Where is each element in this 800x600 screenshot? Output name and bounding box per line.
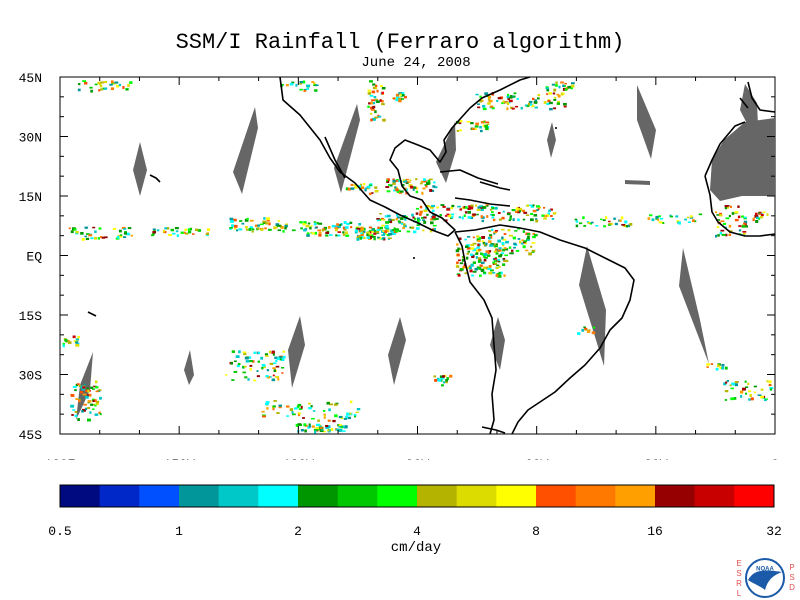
map-frame <box>59 76 776 435</box>
coastline-9 <box>747 81 776 113</box>
coastline-15 <box>87 311 97 317</box>
lat-label-5: 30S <box>19 369 43 384</box>
colorbar-cell-16 <box>694 485 735 507</box>
colorbar-cell-3 <box>179 485 220 507</box>
no-data-swath-7 <box>184 350 194 385</box>
rainfall-map: 45N 30N 15N EQ 15S 30S 45S 180E 150W 120W 90W 60W 3… <box>19 71 779 460</box>
lon-label-0: 180E <box>44 457 75 460</box>
coastline-5 <box>479 181 511 191</box>
coastline-4 <box>439 169 499 185</box>
colorbar-cell-0 <box>60 485 101 507</box>
colorbar-labels: 0.5 1 2 4 8 16 32 <box>48 524 782 539</box>
lat-label-4: 15S <box>19 309 43 324</box>
colorbar-cell-4 <box>218 485 259 507</box>
no-data-swath-8 <box>288 316 305 388</box>
colorbar-label-0: 0.5 <box>48 524 71 539</box>
svg-text:D: D <box>789 583 795 592</box>
colorbar-cell-17 <box>734 485 775 507</box>
no-data-swath-0 <box>133 142 147 196</box>
colorbar-cell-10 <box>456 485 497 507</box>
colorbar-cell-11 <box>496 485 537 507</box>
colorbar-frame <box>59 484 775 508</box>
colorbar-cells <box>60 485 775 507</box>
coastline-7 <box>704 175 776 237</box>
colorbar-cell-2 <box>139 485 180 507</box>
lat-label-3: EQ <box>26 250 42 265</box>
colorbar-label-3: 4 <box>413 524 421 539</box>
coastline-0 <box>279 76 531 237</box>
lon-label-6: 0 <box>771 457 779 460</box>
svg-text:E: E <box>736 559 741 568</box>
coastlines <box>87 76 776 435</box>
lon-label-3: 90W <box>406 457 430 460</box>
svg-text:L: L <box>737 589 742 598</box>
lon-label-4: 60W <box>525 457 549 460</box>
colorbar-cell-6 <box>298 485 339 507</box>
lat-label-1: 30N <box>19 131 42 146</box>
colorbar-cell-13 <box>575 485 616 507</box>
no-data-swaths <box>76 84 775 420</box>
colorbar-label-4: 8 <box>532 524 540 539</box>
psd-letters: PSD <box>789 563 795 592</box>
no-data-swath-9 <box>388 317 406 385</box>
colorbar-cell-12 <box>536 485 577 507</box>
coastline-6 <box>454 197 511 207</box>
lon-label-1: 150W <box>164 457 195 460</box>
coastline-3 <box>454 224 635 435</box>
axis-ticks <box>59 76 776 435</box>
colorbar: 0.5 1 2 4 8 16 32 <box>48 484 782 539</box>
rain-pixels <box>62 80 774 434</box>
lon-label-2: 120W <box>283 457 314 460</box>
colorbar-cell-15 <box>655 485 696 507</box>
no-data-swath-13 <box>679 248 709 364</box>
longitude-labels: 180E 150W 120W 90W 60W 30W 0 <box>44 457 779 460</box>
svg-text:S: S <box>789 573 794 582</box>
svg-text:R: R <box>736 579 742 588</box>
noaa-bird-icon <box>748 570 782 590</box>
map-title: SSM/I Rainfall (Ferraro algorithm) <box>175 30 625 55</box>
colorbar-cell-1 <box>99 485 140 507</box>
latitude-labels: 45N 30N 15N EQ 15S 30S 45S <box>19 71 43 443</box>
coastline-11 <box>149 174 161 183</box>
colorbar-cell-9 <box>417 485 458 507</box>
svg-text:S: S <box>736 569 741 578</box>
no-data-swath-5 <box>637 85 656 159</box>
lat-label-6: 45S <box>19 428 43 443</box>
colorbar-cell-14 <box>615 485 656 507</box>
svg-text:P: P <box>789 563 794 572</box>
no-data-swath-4 <box>547 122 556 158</box>
coastline-2 <box>454 231 497 435</box>
coastline-8 <box>704 121 746 177</box>
coastline-10 <box>739 97 749 109</box>
no-data-swath-11 <box>490 317 505 370</box>
coastline-14 <box>481 426 506 434</box>
lat-label-2: 15N <box>19 190 42 205</box>
colorbar-label-5: 16 <box>647 524 663 539</box>
colorbar-unit: cm/day <box>390 540 442 556</box>
colorbar-cell-7 <box>337 485 378 507</box>
colorbar-label-1: 1 <box>175 524 183 539</box>
lat-label-0: 45N <box>19 71 42 86</box>
map-date: June 24, 2008 <box>361 55 471 71</box>
no-data-swath-1 <box>233 107 258 194</box>
coastline-1 <box>324 136 346 179</box>
colorbar-label-6: 32 <box>766 524 782 539</box>
colorbar-cell-8 <box>377 485 418 507</box>
no-data-swath-12 <box>579 246 606 366</box>
no-data-africa <box>710 118 775 201</box>
colorbar-label-2: 2 <box>294 524 302 539</box>
no-data-swath-14 <box>625 180 650 185</box>
lon-label-5: 30W <box>644 457 668 460</box>
noaa-text: NOAA <box>756 567 774 573</box>
colorbar-cell-5 <box>258 485 299 507</box>
